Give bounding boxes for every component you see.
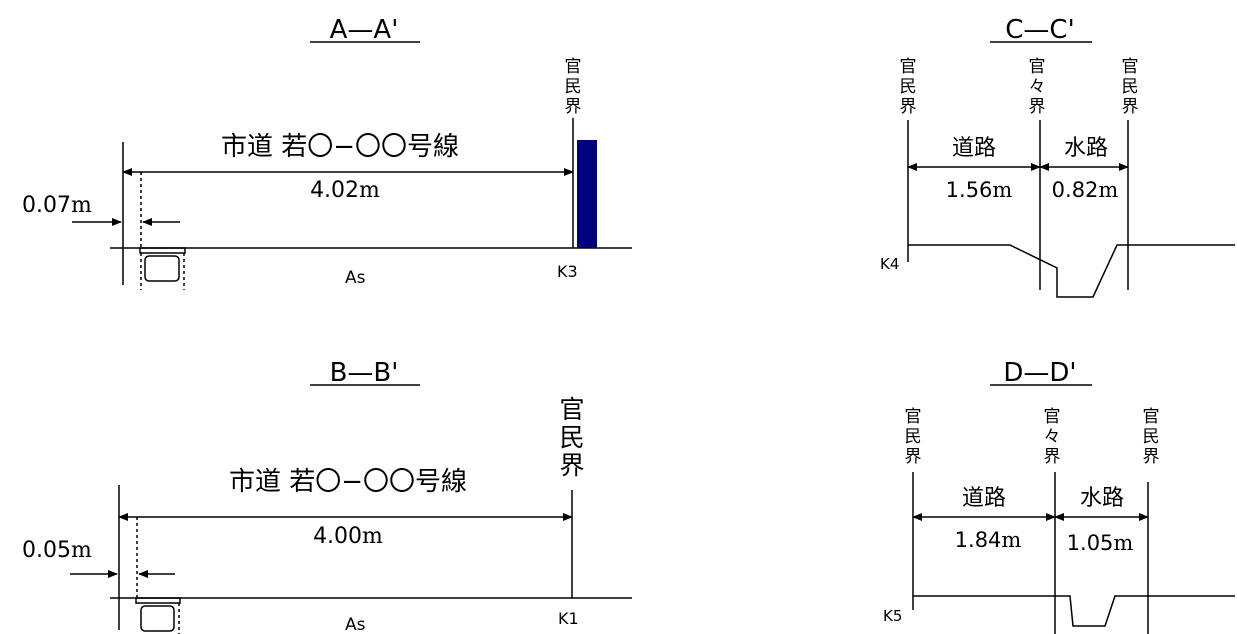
svg-text:界: 界	[565, 97, 582, 117]
water-width-label-c: 0.82m	[1052, 178, 1119, 202]
boundary-label-d-left: 官 民 界	[905, 407, 922, 467]
point-label-a: K3	[557, 262, 578, 281]
svg-text:界: 界	[559, 451, 584, 480]
ground-profile	[913, 595, 1235, 627]
surface-label-a: As	[345, 268, 366, 288]
svg-text:界: 界	[1122, 97, 1139, 117]
section-a: A—A' 官 民 界 市道 若〇−〇〇号線 4.02m 0.07m	[22, 15, 632, 290]
width-label-b: 4.00m	[313, 524, 383, 549]
section-b-title: B—B'	[330, 358, 399, 388]
width-label-a: 4.02m	[310, 178, 380, 203]
ground-profile	[908, 244, 1235, 298]
svg-text:界: 界	[905, 447, 922, 467]
boundary-label-a: 官 民 界	[565, 57, 582, 117]
gutter-b	[135, 597, 181, 634]
boundary-label-d-right: 官 民 界	[1143, 407, 1160, 467]
point-label-c: K4	[880, 255, 899, 273]
road-name-b: 市道 若〇−〇〇号線	[229, 467, 467, 497]
svg-text:官: 官	[1122, 57, 1139, 77]
section-c: C—C' 官 民 界 官 々 界 官 民 界 道路 水路 1.56m 0.82m…	[880, 15, 1235, 298]
boundary-label-b: 官 民 界	[559, 395, 584, 480]
section-b: B—B' 官 民 界 市道 若〇−〇〇号線 4.00m 0.05m As K1	[22, 358, 632, 634]
road-name-a: 市道 若〇−〇〇号線	[221, 132, 459, 162]
road-label-d: 道路	[962, 486, 1006, 511]
road-label-c: 道路	[952, 136, 996, 161]
svg-text:界: 界	[1044, 447, 1061, 467]
svg-text:官: 官	[1143, 407, 1160, 427]
svg-text:民: 民	[565, 77, 582, 97]
offset-label-a: 0.07m	[22, 193, 92, 218]
svg-text:界: 界	[1143, 447, 1160, 467]
svg-text:官: 官	[900, 57, 917, 77]
point-label-d: K5	[883, 607, 902, 625]
section-d: D—D' 官 民 界 官 々 界 官 民 界 道路 水路 1.84m 1.05m…	[883, 358, 1235, 634]
svg-text:民: 民	[559, 423, 584, 452]
surface-label-b: As	[345, 615, 366, 634]
svg-text:民: 民	[905, 427, 922, 447]
svg-text:官: 官	[565, 57, 582, 77]
wall	[577, 140, 597, 248]
svg-text:官: 官	[905, 407, 922, 427]
boundary-label-d-mid: 官 々 界	[1044, 407, 1061, 467]
water-width-label-d: 1.05m	[1067, 531, 1134, 555]
boundary-label-c-left: 官 民 界	[900, 57, 917, 117]
offset-label-b: 0.05m	[22, 538, 92, 563]
svg-text:官: 官	[1044, 407, 1061, 427]
svg-text:民: 民	[1122, 77, 1139, 97]
section-a-title: A—A'	[330, 15, 399, 45]
road-width-label-d: 1.84m	[955, 528, 1022, 552]
water-label-d: 水路	[1080, 486, 1124, 511]
section-d-title: D—D'	[1003, 358, 1076, 388]
svg-text:界: 界	[900, 97, 917, 117]
gutter-a	[139, 247, 186, 290]
road-width-label-c: 1.56m	[946, 178, 1013, 202]
svg-text:々: 々	[1029, 77, 1046, 97]
svg-text:民: 民	[1143, 427, 1160, 447]
svg-text:官: 官	[559, 395, 584, 424]
boundary-label-c-mid: 官 々 界	[1029, 57, 1046, 117]
boundary-label-c-right: 官 民 界	[1122, 57, 1139, 117]
svg-text:民: 民	[900, 77, 917, 97]
water-label-c: 水路	[1064, 136, 1108, 161]
section-c-title: C—C'	[1005, 15, 1074, 45]
svg-text:官: 官	[1029, 57, 1046, 77]
point-label-b: K1	[558, 609, 579, 628]
svg-text:界: 界	[1029, 97, 1046, 117]
svg-text:々: 々	[1044, 427, 1061, 447]
